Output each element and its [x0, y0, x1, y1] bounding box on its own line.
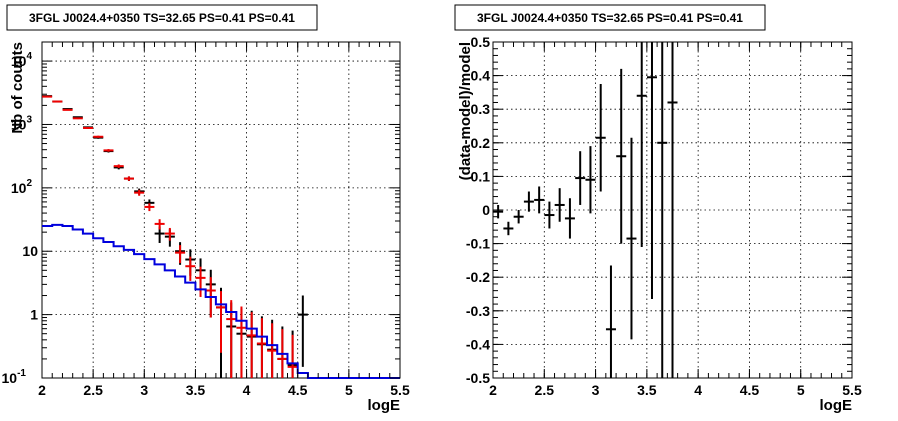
grid [42, 42, 400, 378]
x-tick-label: 3 [140, 382, 148, 398]
x-tick-label: 4.5 [740, 382, 760, 398]
y-tick-label: 0.1 [471, 168, 491, 184]
y-tick-label: 0.4 [471, 68, 491, 84]
x-tick-label: 2 [489, 382, 497, 398]
y-axis-label: Nb of counts [9, 42, 26, 134]
chart-title: 3FGL J0024.4+0350 TS=32.65 PS=0.41 PS=0.… [29, 11, 295, 25]
title-box [454, 4, 766, 31]
x-tick-label: 3.5 [637, 382, 657, 398]
y-tick-label: 10-1 [2, 368, 27, 386]
x-tick-label: 4.5 [288, 382, 308, 398]
y-tick-exponent: -1 [17, 368, 26, 379]
y-tick-label: 0 [482, 202, 490, 218]
y-axis-label: (data-model)/model [457, 42, 474, 180]
data-marks [493, 42, 678, 378]
y-tick-label: -0.4 [466, 336, 490, 352]
y-tick-label: -0.3 [466, 303, 490, 319]
y-tick-label: 0.5 [471, 34, 491, 50]
chart-title: 3FGL J0024.4+0350 TS=32.65 PS=0.41 PS=0.… [477, 11, 743, 25]
x-tick-label: 5.5 [390, 382, 410, 398]
x-tick-label: 3 [592, 382, 600, 398]
x-tick-label: 2.5 [83, 382, 103, 398]
y-tick-exponent: 2 [26, 178, 32, 189]
data-marks [42, 95, 400, 379]
title-box [6, 4, 318, 31]
x-tick-label: 5 [797, 382, 805, 398]
x-tick-label: 5.5 [842, 382, 862, 398]
x-tick-label: 3.5 [186, 382, 206, 398]
x-tick-label: 2.5 [535, 382, 555, 398]
y-tick-label: -0.5 [466, 370, 490, 386]
x-tick-label: 4 [694, 382, 702, 398]
y-tick-exponent: 3 [26, 114, 32, 125]
residual-panel: 3FGL J0024.4+0350 TS=32.65 PS=0.41 PS=0.… [454, 4, 862, 414]
y-tick-label: 0.2 [471, 135, 491, 151]
y-tick-exponent: 4 [26, 51, 32, 62]
model-histogram [42, 223, 400, 379]
counts-panel: 3FGL J0024.4+0350 TS=32.65 PS=0.41 PS=0.… [2, 4, 410, 414]
grid [493, 42, 852, 378]
x-axis-label: logE [368, 397, 401, 414]
x-axis-label: logE [820, 397, 853, 414]
axis-ticks: 2 2.5 3 3.5 4 4.5 5 5.5 -0.5 -0.4 -0.3 -0.2 -0.1 0 0.1… [466, 34, 862, 398]
y-tick-label: 0.3 [471, 101, 491, 117]
y-tick-label: -0.1 [466, 236, 490, 252]
y-tick-label: 10 [22, 243, 38, 259]
x-tick-label: 5 [345, 382, 353, 398]
x-tick-label: 4 [243, 382, 251, 398]
x-tick-label: 2 [38, 382, 46, 398]
y-tick-label: -0.2 [466, 269, 490, 285]
y-tick-label: 1 [30, 307, 38, 323]
y-tick-label: 102 [11, 178, 33, 196]
